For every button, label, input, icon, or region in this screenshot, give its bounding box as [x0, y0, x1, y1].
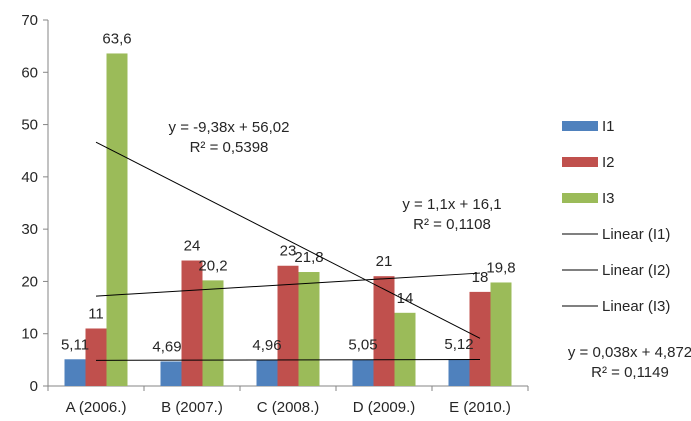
bar-i1-1 — [160, 361, 182, 386]
bar-i2-2 — [277, 265, 299, 386]
data-label-i1-0: 5,11 — [61, 336, 89, 353]
y-tick-label: 50 — [21, 117, 38, 134]
bar-i3-1 — [202, 280, 224, 386]
bar-i3-2 — [298, 272, 320, 386]
legend-label-i3: I3 — [602, 190, 615, 207]
trendlines — [95, 141, 481, 361]
trendline-r2-2: R² = 0,5398 — [190, 139, 269, 156]
bar-i1-2 — [256, 360, 278, 386]
bar-i2-3 — [373, 276, 395, 386]
legend-trendline-label-0: Linear (I1) — [602, 226, 670, 243]
bar-i2-4 — [469, 291, 491, 386]
data-label-i1-2: 4,96 — [252, 337, 281, 354]
bar-i3-3 — [394, 312, 416, 386]
bar-i2-0 — [85, 328, 107, 386]
x-tick-label: A (2006.) — [66, 399, 127, 416]
bar-i2-1 — [181, 260, 203, 386]
x-tick-label: B (2007.) — [161, 399, 223, 416]
x-tick-label: D (2009.) — [353, 399, 416, 416]
bar-i3-0 — [106, 53, 128, 386]
legend-swatch-i1 — [562, 121, 598, 131]
data-label-i3-0: 63,6 — [102, 30, 131, 47]
y-tick-label: 40 — [21, 169, 38, 186]
trendline-equations: y = 0,038x + 4,872 R² = 0,1149 y = 1,1x + … — [169, 119, 691, 381]
bar-i1-4 — [448, 359, 470, 386]
data-label-i2-1: 24 — [184, 238, 201, 255]
bars — [64, 53, 512, 386]
trendline-equation-2: y = -9,38x + 56,02 — [169, 119, 290, 136]
x-tick-label: E (2010.) — [449, 399, 511, 416]
legend-swatch-i3 — [562, 193, 598, 203]
legend-trendline-label-2: Linear (I3) — [602, 298, 670, 315]
y-tick-label: 60 — [21, 64, 38, 81]
y-tick-label: 20 — [21, 273, 38, 290]
data-label-i2-0: 11 — [88, 305, 104, 322]
data-label-i3-3: 14 — [397, 290, 414, 307]
trendline-2 — [95, 141, 481, 339]
bar-i1-3 — [352, 359, 374, 386]
bar-i1-0 — [64, 359, 86, 386]
data-label-i2-2: 23 — [280, 243, 297, 260]
data-label-i2-3: 21 — [376, 253, 393, 270]
trendline-r2-0: R² = 0,1149 — [591, 364, 669, 381]
y-tick-label: 0 — [30, 378, 38, 395]
trendline-equation-1: y = 1,1x + 16,1 — [402, 196, 501, 213]
legend-swatch-i2 — [562, 157, 598, 167]
y-tick-label: 70 — [21, 12, 38, 29]
y-tick-label: 10 — [21, 326, 38, 343]
y-axis: 0 10 20 30 40 50 60 70 — [21, 12, 49, 395]
x-tick-label: C (2008.) — [257, 399, 320, 416]
legend-trendline-label-1: Linear (I2) — [602, 262, 670, 279]
trendline-0 — [95, 359, 481, 361]
data-label-i1-1: 4,69 — [152, 338, 181, 355]
data-label-i3-1: 20,2 — [198, 257, 227, 274]
data-label-i3-2: 21,8 — [294, 249, 323, 266]
legend: I1 I2 I3 Linear (I1) Linear (I2) Linear (I3) — [562, 118, 670, 315]
trendline-1 — [95, 272, 481, 297]
data-label-i1-4: 5,12 — [444, 336, 473, 353]
legend-label-i2: I2 — [602, 154, 615, 171]
y-tick-label: 30 — [21, 221, 38, 238]
trendline-equation-0: y = 0,038x + 4,872 — [568, 344, 691, 361]
x-axis: A (2006.) B (2007.) C (2008.) D (2009.) E (2… — [47, 385, 529, 416]
legend-label-i1: I1 — [602, 118, 615, 135]
data-label-i3-4: 19,8 — [486, 259, 515, 276]
trendline-r2-1: R² = 0,1108 — [413, 216, 491, 233]
bar-i3-4 — [490, 282, 512, 386]
data-label-i1-3: 5,05 — [348, 337, 377, 354]
